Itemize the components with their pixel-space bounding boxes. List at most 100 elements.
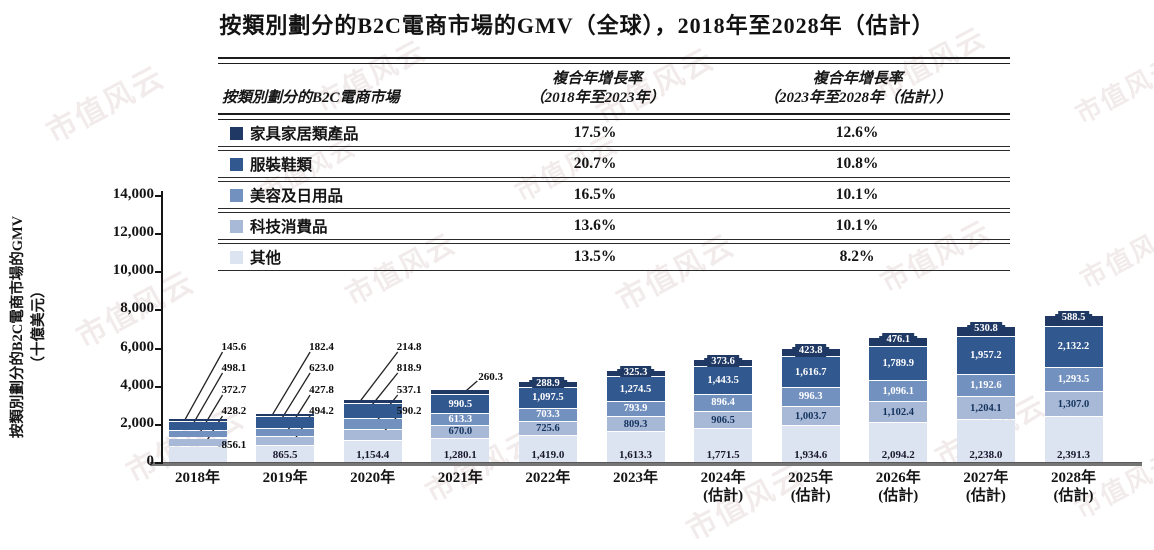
table-header-row: 按類別劃分的B2C電商市場 複合年增長率 （2018年至2023年） 複合年增長… [218, 64, 1010, 113]
cagr-value: 17.5% [573, 124, 617, 141]
bar-segment [1044, 327, 1103, 367]
bar-value-label: 530.8 [970, 322, 1002, 336]
cagr-value: 10.1% [835, 217, 879, 234]
bar-value-label: 856.1 [221, 439, 247, 451]
bar-segment [606, 401, 665, 416]
bar-value-label: 1,102.4 [882, 406, 915, 418]
table-header-cagr-2023-2028: 複合年增長率 （2023年至2028年（估計）） [764, 71, 952, 106]
legend-swatch-beauty [230, 188, 243, 202]
bar-segment [431, 390, 490, 395]
bar-value-label: 1,957.2 [970, 349, 1002, 361]
bar-segment [168, 419, 227, 421]
bar-value-label: 1,154.4 [356, 449, 390, 461]
bar-segment [869, 346, 928, 381]
bar-segment [518, 422, 577, 435]
bar-segment [694, 411, 753, 429]
legend-table: 按類別劃分的B2C電商市場 複合年增長率 （2018年至2023年） 複合年增長… [218, 57, 1010, 271]
bar-value-label: 1,443.5 [707, 375, 739, 387]
bar-value-label: 372.7 [221, 384, 247, 396]
y-axis-tick [155, 347, 163, 350]
bar-segment [168, 431, 227, 438]
bar-value-label: 1,616.7 [794, 366, 827, 378]
bar-segment [956, 337, 1015, 374]
table-rule [218, 146, 1010, 151]
bar-segment [518, 408, 577, 422]
legend-label: 科技消費品 [250, 219, 328, 236]
table-rule-top [218, 57, 1010, 64]
table-row: 家具家居類產品 17.5% 12.6% [218, 120, 1010, 146]
bar-value-label: 818.9 [396, 362, 422, 374]
bar-segment [518, 387, 577, 408]
table-rule-bottom [218, 270, 1010, 271]
bar-segment [869, 402, 928, 423]
y-axis-tick [155, 385, 163, 388]
y-axis-tick [155, 309, 163, 312]
bar-value-label: 1,934.6 [794, 449, 828, 461]
bar-value-label: 1,293.5 [1057, 374, 1090, 386]
bar-segment [694, 367, 753, 394]
bar-value-label: 260.3 [478, 371, 504, 383]
cagr-value: 13.5% [573, 248, 617, 265]
bar-value-label: 214.8 [396, 341, 422, 353]
y-axis-tick-label: 2,000 [120, 414, 154, 431]
chart-title: 按類別劃分的B2C電商市場的GMV（全球），2018年至2028年（估計） [219, 13, 935, 38]
y-axis-tick [155, 271, 163, 274]
bar-segment [343, 440, 402, 462]
bar-segment [256, 417, 315, 428]
bar-value-label: 537.1 [396, 384, 422, 396]
x-axis-label: 2027年 (估計) [963, 470, 1009, 504]
bar-value-label: 703.3 [536, 409, 560, 421]
bar-value-label: 588.5 [1057, 310, 1090, 324]
bar-segment [781, 426, 840, 462]
bar-value-label: 145.6 [221, 341, 247, 353]
y-axis-line [161, 191, 163, 464]
y-axis-tick-label: 4,000 [120, 376, 154, 393]
legend-swatch-furniture [230, 126, 243, 140]
bar-value-label: 1,419.0 [531, 449, 565, 461]
table-rule-header [218, 113, 1010, 120]
y-axis-tick [155, 195, 163, 197]
bar-segment [694, 394, 753, 411]
bar-value-label: 906.5 [711, 414, 735, 426]
bar-segment [256, 413, 315, 417]
bar-value-label: 1,280.1 [443, 449, 477, 461]
bar-segment [518, 435, 577, 462]
leader-line [183, 351, 224, 421]
bar-value-label: 288.9 [532, 377, 564, 391]
bar-value-label: 996.3 [798, 391, 823, 403]
y-axis-tick-label: 8,000 [120, 300, 154, 317]
y-axis-tick [155, 423, 163, 426]
bar-segment [1044, 392, 1103, 417]
bar-value-label: 670.0 [448, 426, 473, 438]
bar-value-label: 1,613.3 [619, 449, 652, 461]
bar-segment [1044, 367, 1103, 392]
bar-value-label: 423.8 [794, 344, 827, 358]
bar-segment [168, 446, 227, 462]
y-axis-tick-label: 14,000 [112, 186, 154, 202]
x-axis-label: 2021年 [437, 470, 483, 486]
bar-value-label: 428.2 [221, 405, 247, 417]
x-axis-label: 2026年 (估計) [875, 470, 921, 504]
y-axis-tick [155, 233, 163, 236]
bar-value-label: 2,391.3 [1057, 449, 1090, 461]
table-row: 服裝鞋類 20.7% 10.8% [218, 151, 1010, 177]
bar-segment [781, 406, 840, 426]
bar-value-label: 1,771.5 [706, 449, 740, 461]
table-row: 科技消費品 13.6% 10.1% [218, 213, 1010, 239]
table-header-category: 按類別劃分的B2C電商市場 [222, 90, 400, 106]
bar-value-label: 1,097.5 [532, 392, 564, 404]
x-axis-label: 2018年 [174, 470, 220, 486]
bar-segment [256, 428, 315, 437]
cagr-value: 13.6% [573, 217, 617, 234]
bar-value-label: 1,096.1 [882, 385, 915, 397]
bar-value-label: 725.6 [536, 423, 560, 435]
table-rule [218, 208, 1010, 213]
bar-segment [343, 429, 402, 440]
bar-segment [343, 403, 402, 419]
bar-value-label: 1,789.9 [882, 358, 915, 370]
x-axis-label: 2020年 [350, 470, 396, 486]
y-axis-tick-label: 0 [146, 453, 155, 469]
